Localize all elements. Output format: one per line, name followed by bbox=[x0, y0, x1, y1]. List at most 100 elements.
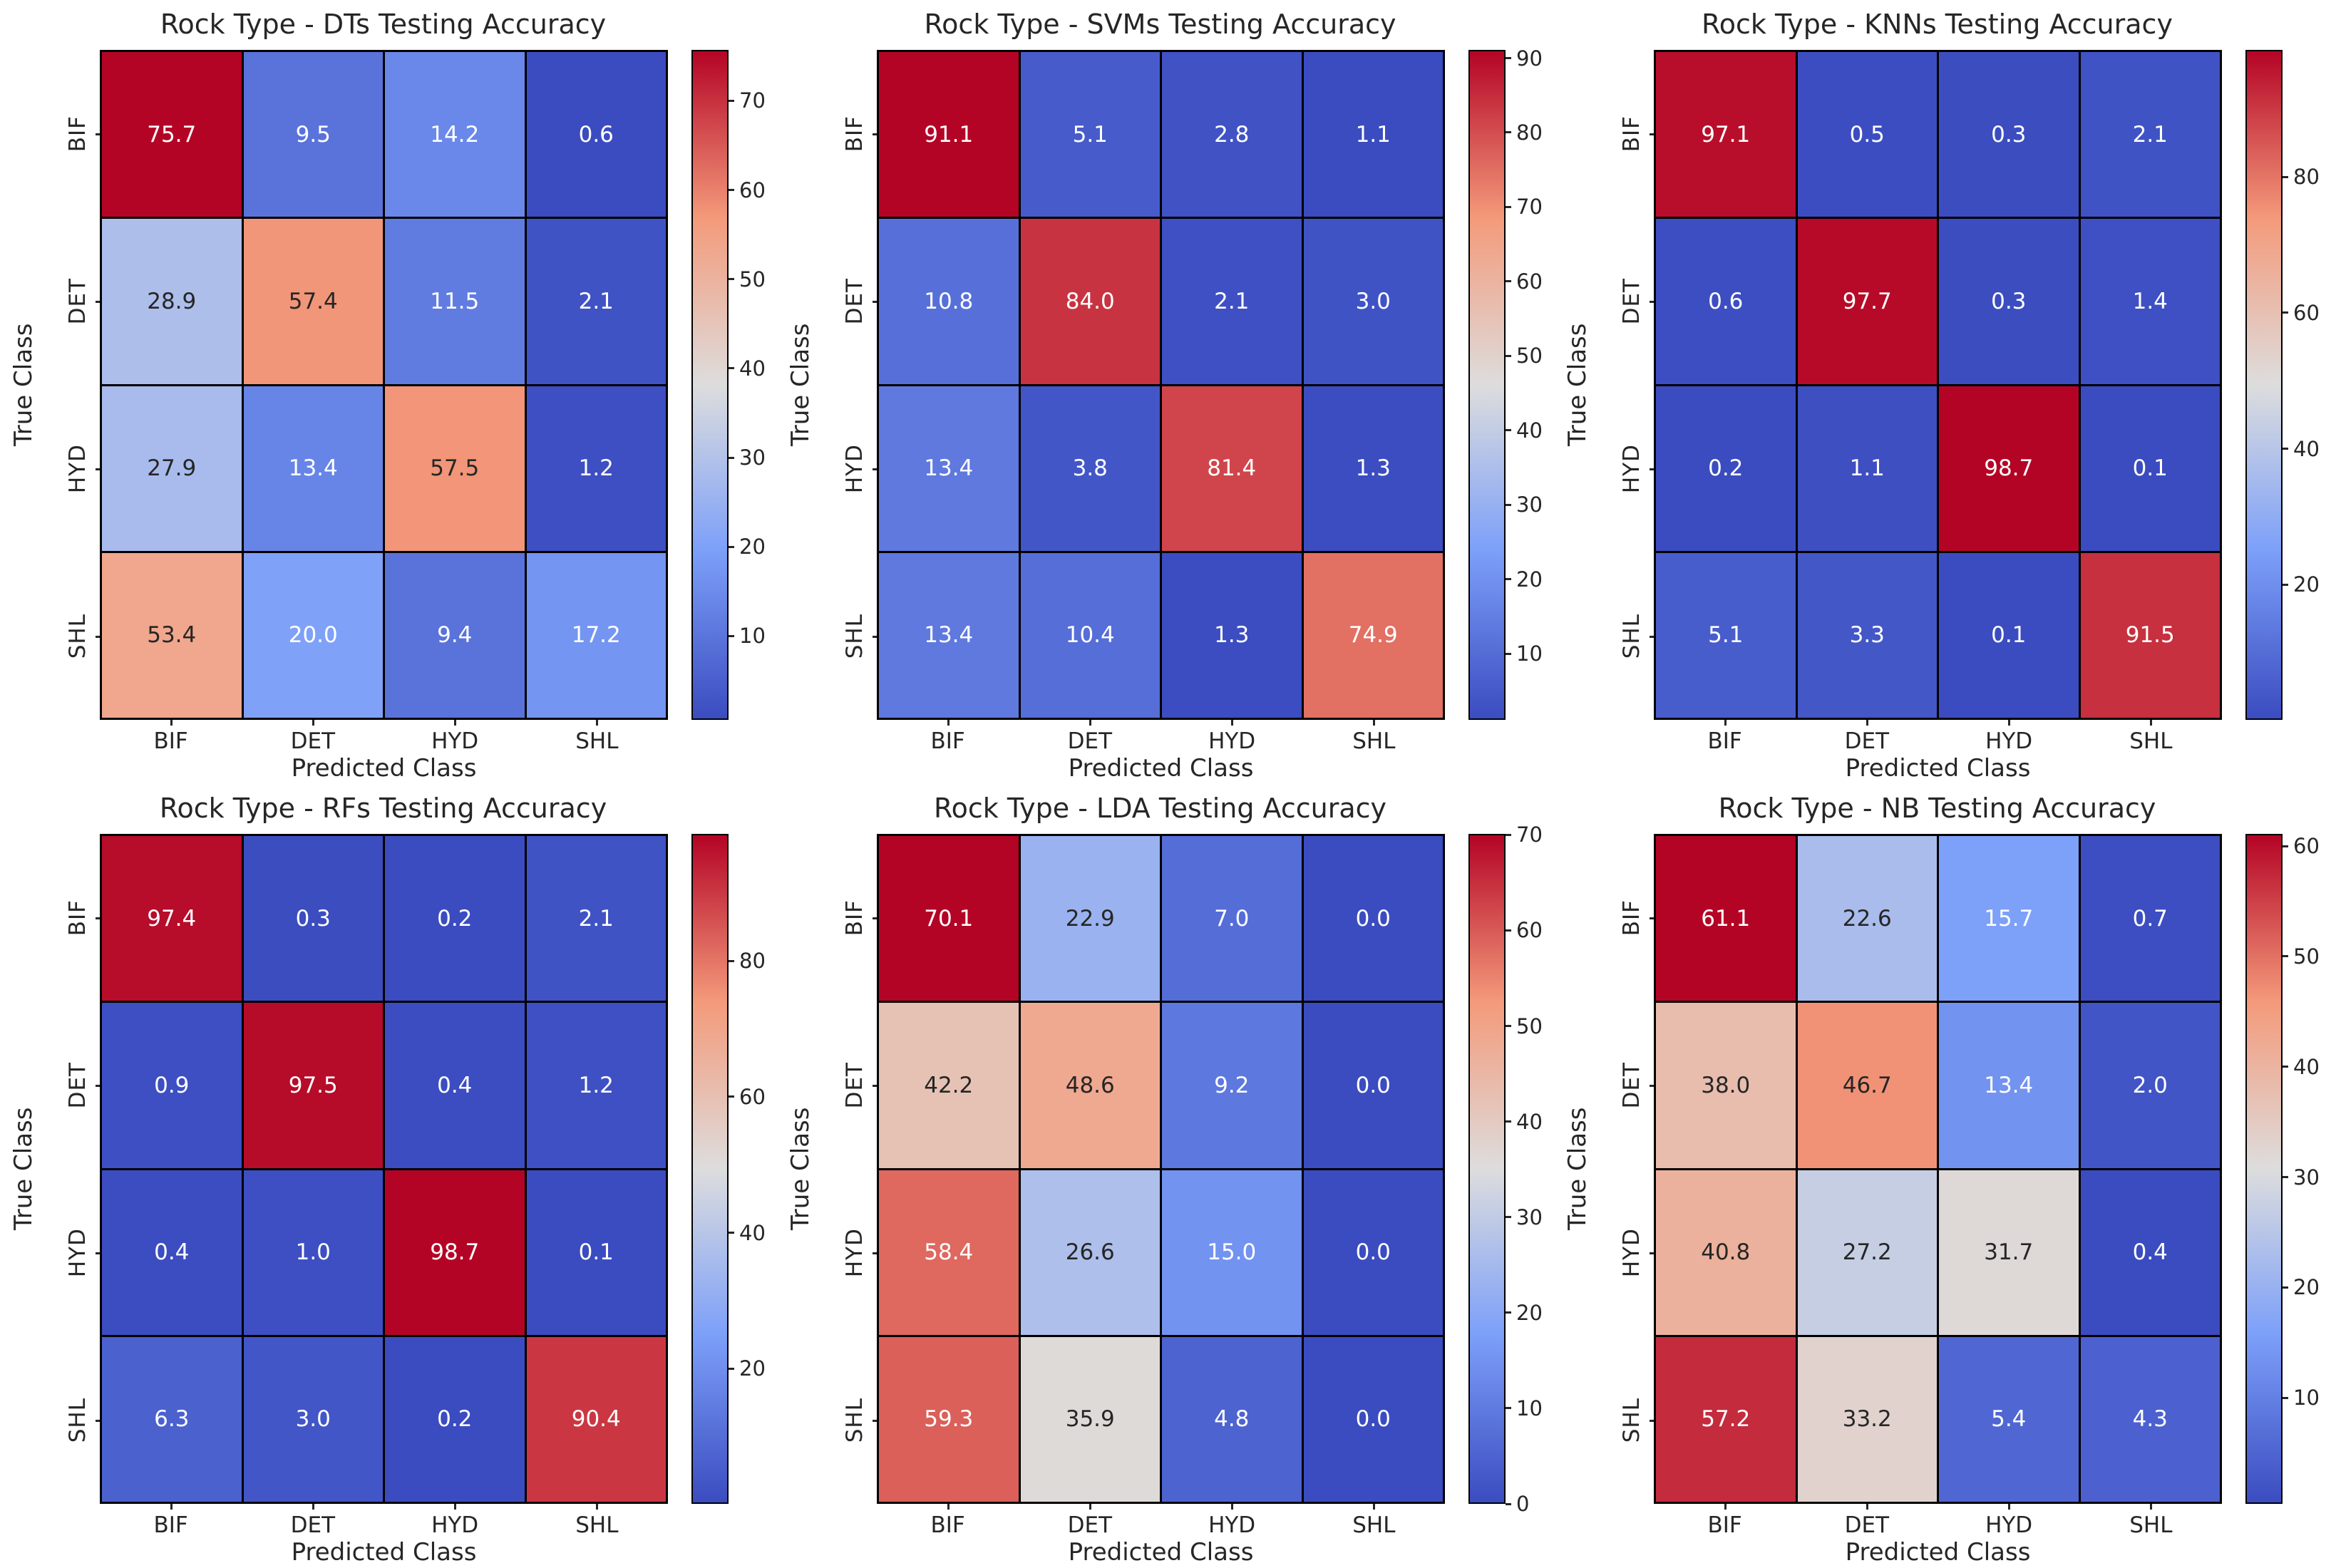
colorbar-gradient bbox=[1468, 50, 1506, 720]
heatmap-cell: 13.4 bbox=[1939, 1003, 2079, 1168]
x-tick-label: BIF bbox=[100, 720, 242, 754]
heatmap-cell: 98.7 bbox=[385, 1170, 525, 1335]
heatmap-cell: 38.0 bbox=[1656, 1003, 1796, 1168]
colorbar-tick-mark bbox=[729, 1367, 734, 1370]
heatmap-cell: 27.9 bbox=[102, 386, 242, 551]
subplot-nb: Rock Type - NB Testing Accuracy True Cla… bbox=[1554, 784, 2331, 1568]
x-tick-label: BIF bbox=[877, 1504, 1019, 1538]
heatmap-cell: 2.1 bbox=[526, 219, 666, 384]
y-axis-label: True Class bbox=[1563, 323, 1592, 447]
x-tick-label: SHL bbox=[526, 1504, 668, 1538]
y-ticks: BIF DET HYD SHL bbox=[837, 834, 878, 1504]
colorbar-tick: 60 bbox=[1506, 269, 1543, 294]
y-tick-label: SHL bbox=[1614, 552, 1655, 720]
heatmap-cell: 31.7 bbox=[1939, 1170, 2079, 1335]
heatmap-cell: 7.0 bbox=[1162, 836, 1302, 1001]
colorbar-tick-label: 40 bbox=[2293, 436, 2320, 461]
colorbar-tick: 40 bbox=[2283, 437, 2320, 461]
x-ticks: BIF DET HYD SHL bbox=[1654, 720, 2222, 754]
y-tick-label: HYD bbox=[837, 1169, 878, 1336]
colorbar-tick-mark bbox=[1506, 652, 1511, 655]
heatmap-cell: 2.1 bbox=[2080, 52, 2220, 217]
y-ticks: BIF DET HYD SHL bbox=[60, 50, 101, 720]
colorbar-tick-label: 60 bbox=[1516, 269, 1543, 294]
colorbar-ticks: 20 40 60 80 bbox=[2283, 50, 2330, 720]
x-tick-label: BIF bbox=[1654, 1504, 1796, 1538]
colorbar-tick-label: 50 bbox=[1516, 344, 1543, 368]
heatmap-cell: 33.2 bbox=[1797, 1336, 1937, 1502]
colorbar-tick: 80 bbox=[1506, 120, 1543, 145]
colorbar-tick-mark bbox=[729, 545, 734, 548]
colorbar-tick-mark bbox=[729, 1095, 734, 1098]
x-tick-label: HYD bbox=[1161, 1504, 1303, 1538]
heatmap-cell: 1.1 bbox=[1303, 52, 1443, 217]
y-tick-label: HYD bbox=[1614, 1169, 1655, 1336]
x-ticks: BIF DET HYD SHL bbox=[1654, 1504, 2222, 1538]
y-tick-label: HYD bbox=[1614, 385, 1655, 552]
subplot-dts: Rock Type - DTs Testing Accuracy True Cl… bbox=[0, 0, 777, 784]
heatmap-grid: 97.4 0.3 0.2 2.1 0.9 97.5 0.4 1.2 0.4 1.0 98.7 0.1 6… bbox=[100, 834, 668, 1504]
colorbar-tick-label: 60 bbox=[739, 1084, 766, 1109]
heatmap-grid: 70.1 22.9 7.0 0.0 42.2 48.6 9.2 0.0 58.4 26.6 15.0… bbox=[877, 834, 1445, 1504]
colorbar-tick-mark bbox=[2283, 448, 2288, 450]
x-tick-label: DET bbox=[1019, 720, 1161, 754]
heatmap-cell: 1.2 bbox=[526, 386, 666, 551]
heatmap-cell: 5.4 bbox=[1939, 1336, 2079, 1502]
y-tick-label: BIF bbox=[1614, 834, 1655, 1001]
heatmap-cell: 0.4 bbox=[102, 1170, 242, 1335]
subplot-lda: Rock Type - LDA Testing Accuracy True Cl… bbox=[777, 784, 1554, 1568]
colorbar-tick: 20 bbox=[729, 1356, 766, 1381]
y-axis-label: True Class bbox=[9, 1107, 38, 1231]
colorbar-tick-label: 50 bbox=[739, 267, 766, 292]
heatmap-cell: 2.0 bbox=[2080, 1003, 2220, 1168]
colorbar-tick: 40 bbox=[729, 1221, 766, 1245]
heatmap-cell: 1.3 bbox=[1303, 386, 1443, 551]
heatmap-cell: 22.9 bbox=[1020, 836, 1160, 1001]
colorbar-tick-mark bbox=[1506, 131, 1511, 134]
heatmap-cell: 2.1 bbox=[1162, 219, 1302, 384]
colorbar-tick: 30 bbox=[1506, 1205, 1543, 1229]
heatmap-cell: 59.3 bbox=[879, 1336, 1019, 1502]
heatmap-cell: 11.5 bbox=[385, 219, 525, 384]
heatmap-cell: 81.4 bbox=[1162, 386, 1302, 551]
y-ticks: BIF DET HYD SHL bbox=[837, 50, 878, 720]
heatmap-grid: 91.1 5.1 2.8 1.1 10.8 84.0 2.1 3.0 13.4 3.8 81.4 1.… bbox=[877, 50, 1445, 720]
heatmap-cell: 17.2 bbox=[526, 552, 666, 718]
y-tick-label: BIF bbox=[60, 834, 101, 1001]
colorbar-tick-mark bbox=[2283, 311, 2288, 314]
heatmap-cell: 13.4 bbox=[879, 386, 1019, 551]
x-tick-label: SHL bbox=[2080, 1504, 2222, 1538]
colorbar-tick: 20 bbox=[729, 535, 766, 559]
colorbar-tick-label: 60 bbox=[2293, 300, 2320, 325]
colorbar-tick-label: 70 bbox=[1516, 195, 1543, 220]
heatmap-cell: 1.4 bbox=[2080, 219, 2220, 384]
x-ticks: BIF DET HYD SHL bbox=[100, 720, 668, 754]
colorbar-tick-mark bbox=[1506, 429, 1511, 432]
colorbar-tick-mark bbox=[729, 456, 734, 459]
colorbar-tick-label: 20 bbox=[739, 1356, 766, 1381]
colorbar-tick-mark bbox=[729, 959, 734, 962]
heatmap-cell: 98.7 bbox=[1939, 386, 2079, 551]
x-tick-label: BIF bbox=[877, 720, 1019, 754]
x-axis-label: Predicted Class bbox=[1845, 754, 2031, 783]
heatmap-cell: 0.6 bbox=[1656, 219, 1796, 384]
x-tick-label: DET bbox=[242, 720, 384, 754]
y-tick-label: DET bbox=[1614, 1001, 1655, 1169]
colorbar-tick-label: 60 bbox=[739, 177, 766, 202]
heatmap-cell: 9.5 bbox=[243, 52, 383, 217]
heatmap-cell: 10.4 bbox=[1020, 552, 1160, 718]
heatmap-cell: 46.7 bbox=[1797, 1003, 1937, 1168]
heatmap-cell: 1.1 bbox=[1797, 386, 1937, 551]
chart-title: Rock Type - DTs Testing Accuracy bbox=[160, 9, 607, 40]
heatmap-cell: 97.4 bbox=[102, 836, 242, 1001]
subplot-svms: Rock Type - SVMs Testing Accuracy True C… bbox=[777, 0, 1554, 784]
x-tick-label: BIF bbox=[100, 1504, 242, 1538]
colorbar-tick-mark bbox=[729, 634, 734, 637]
colorbar-tick-label: 20 bbox=[739, 535, 766, 559]
colorbar-tick-label: 10 bbox=[2293, 1386, 2320, 1410]
colorbar-tick-label: 70 bbox=[739, 88, 766, 113]
heatmap-cell: 6.3 bbox=[102, 1336, 242, 1502]
colorbar-tick: 20 bbox=[2283, 1275, 2320, 1299]
heatmap-cell: 5.1 bbox=[1656, 552, 1796, 718]
heatmap-cell: 0.4 bbox=[385, 1003, 525, 1168]
